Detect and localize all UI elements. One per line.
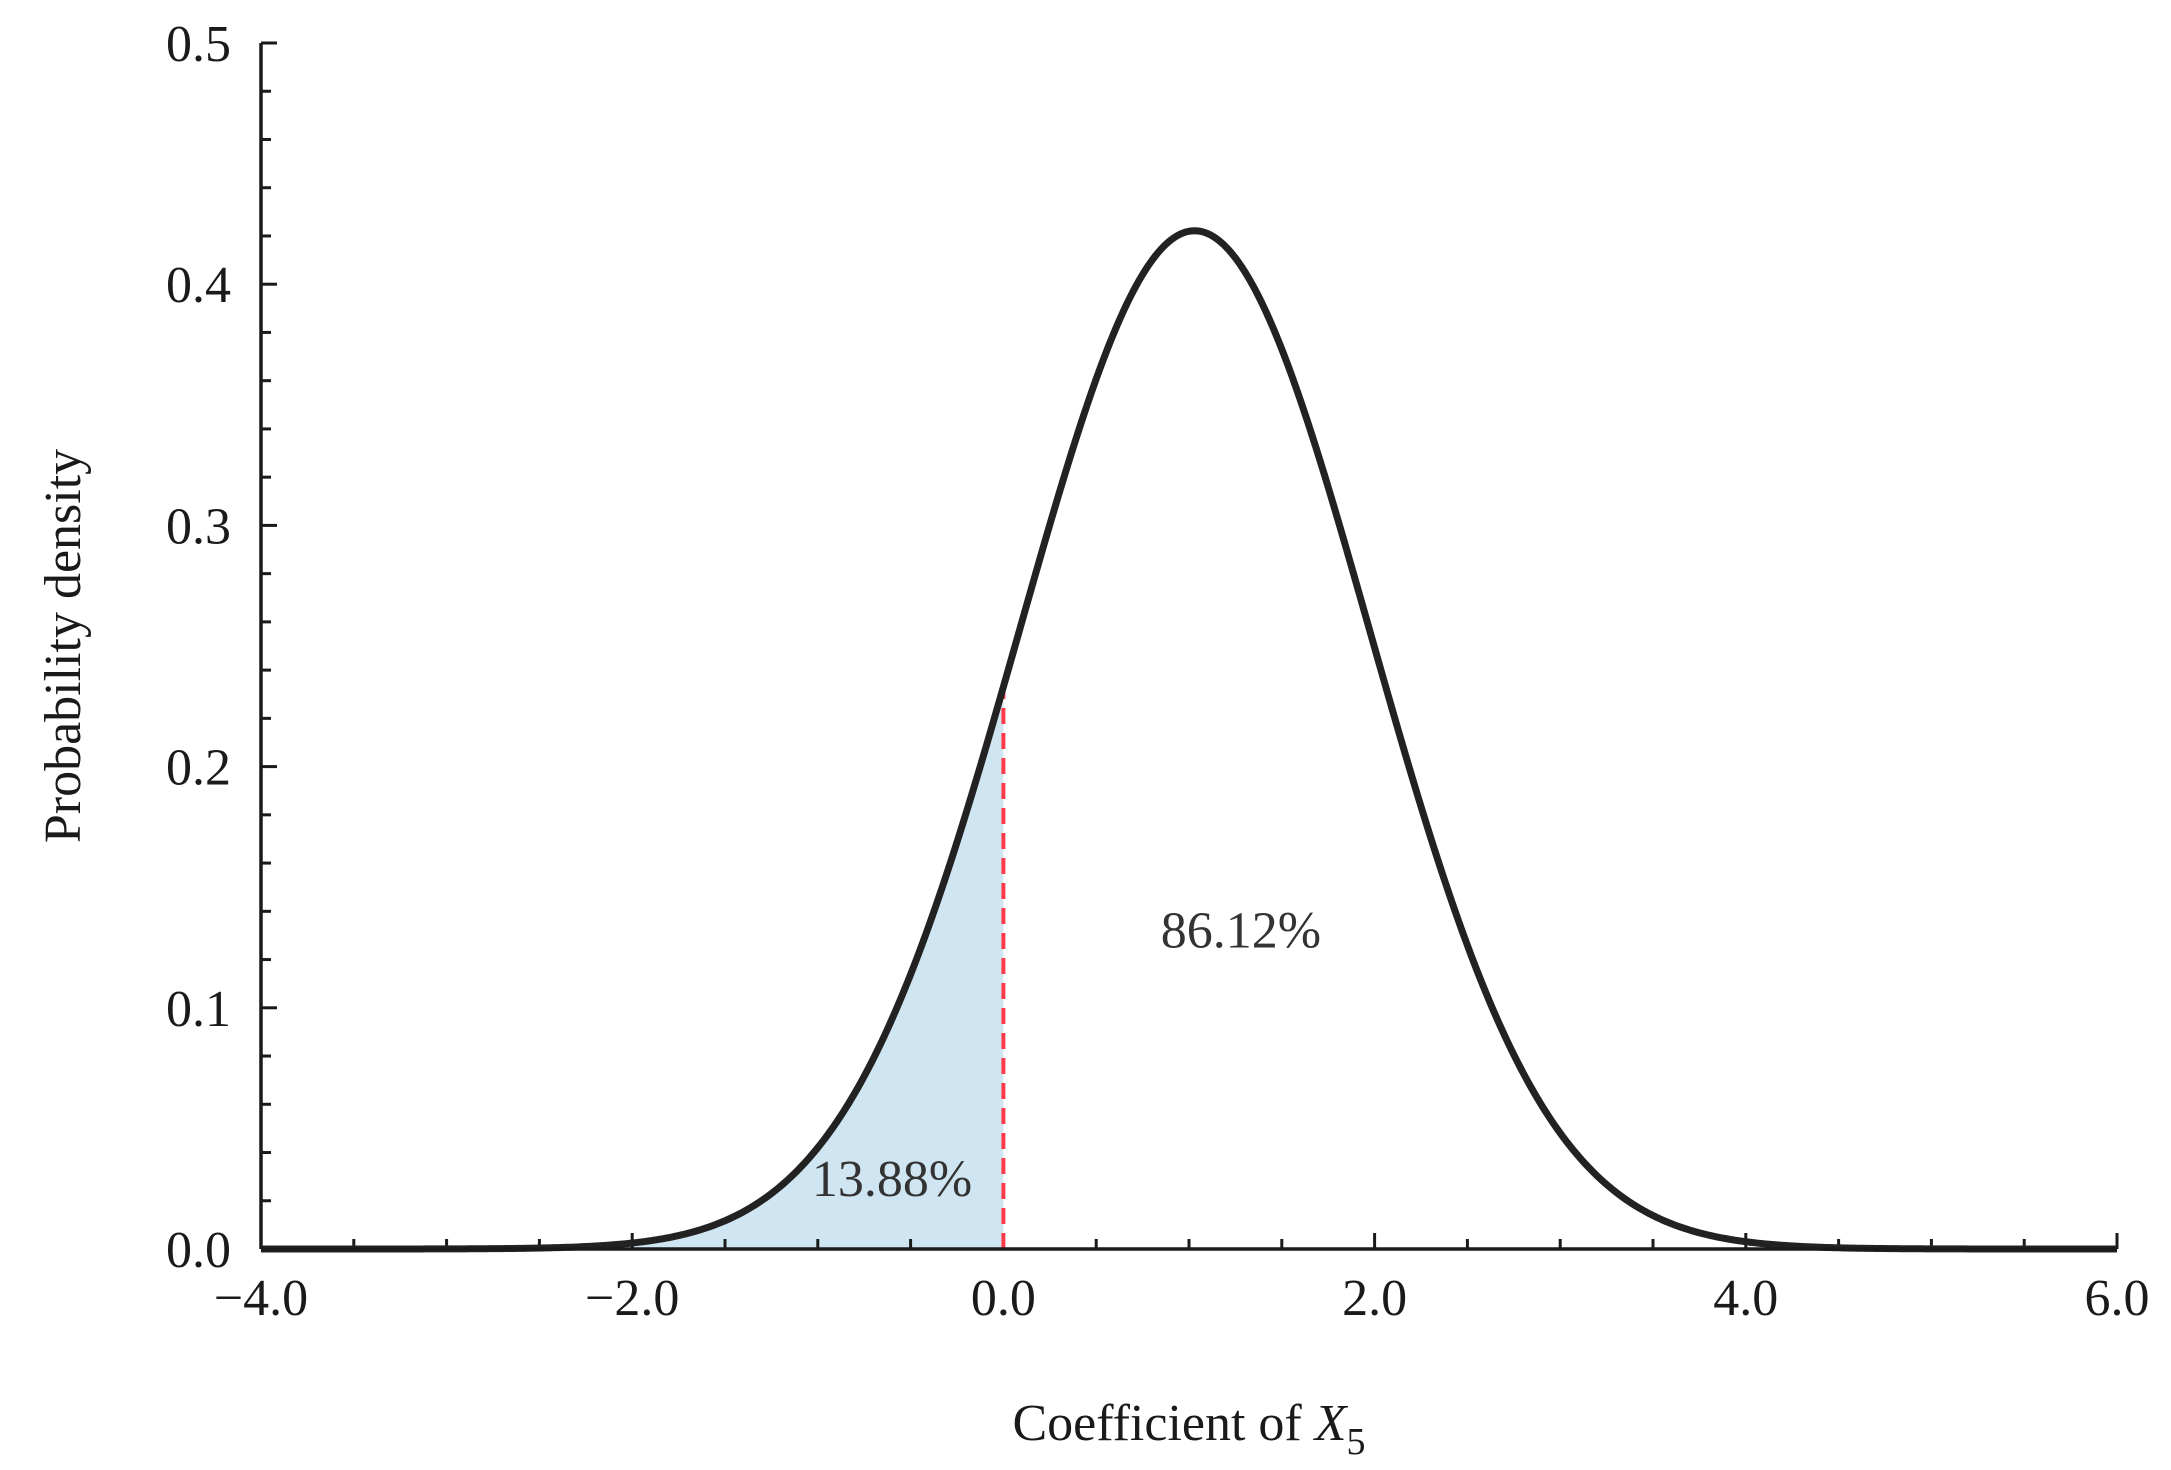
y-tick-label: 0.1 <box>166 981 231 1038</box>
x-axis-title: Coefficient of X5 <box>1012 1395 1365 1463</box>
y-tick-label: 0.4 <box>166 257 231 314</box>
x-axis-title-variable: X <box>1313 1395 1349 1452</box>
axis-ticks <box>259 41 2119 1251</box>
y-tick-label: 0.3 <box>166 498 231 555</box>
density-curve <box>260 227 2118 1253</box>
annotation-right-percentage: 86.12% <box>1161 903 1321 960</box>
x-tick-label: 4.0 <box>1713 1270 1778 1327</box>
y-tick-label: 0.5 <box>166 16 231 73</box>
x-tick-label: −4.0 <box>214 1270 308 1327</box>
x-tick-label: 6.0 <box>2085 1270 2150 1327</box>
x-axis-title-text: Coefficient of <box>1012 1395 1314 1452</box>
y-axis-title: Probability density <box>35 449 92 843</box>
x-tick-label: 0.0 <box>971 1270 1036 1327</box>
y-tick-label: 0.0 <box>166 1222 231 1279</box>
annotation-left-percentage: 13.88% <box>812 1151 972 1208</box>
x-tick-label: 2.0 <box>1342 1270 1407 1327</box>
x-axis-title-subscript: 5 <box>1347 1421 1366 1463</box>
shaded-area-below-zero <box>261 686 1004 1249</box>
axis-tick-labels: −4.0 −2.0 0.0 2.0 4.0 6.0 0.0 0.1 0.2 0.3 0.4 0.5 <box>166 16 2150 1327</box>
x-tick-label: −2.0 <box>585 1270 679 1327</box>
y-tick-label: 0.2 <box>166 740 231 797</box>
